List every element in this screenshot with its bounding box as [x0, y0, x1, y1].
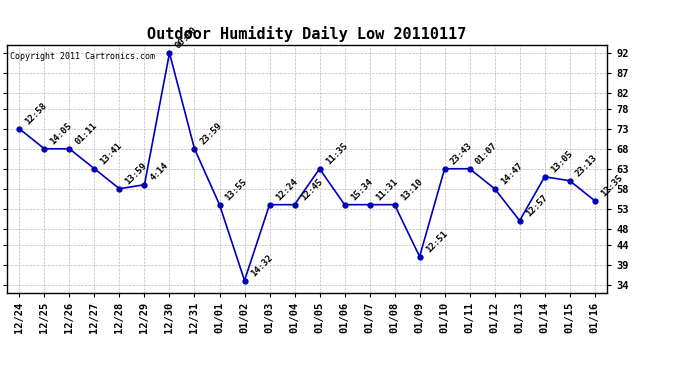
Text: 01:07: 01:07	[474, 141, 499, 166]
Text: 12:51: 12:51	[424, 229, 449, 254]
Text: 00:00: 00:00	[174, 26, 199, 51]
Title: Outdoor Humidity Daily Low 20110117: Outdoor Humidity Daily Low 20110117	[148, 27, 466, 42]
Text: 12:35: 12:35	[599, 173, 624, 198]
Text: 23:13: 23:13	[574, 153, 599, 178]
Text: 15:34: 15:34	[348, 177, 374, 203]
Text: 13:59: 13:59	[124, 161, 149, 186]
Text: 12:45: 12:45	[299, 177, 324, 203]
Text: 13:05: 13:05	[549, 149, 574, 175]
Text: 14:32: 14:32	[248, 253, 274, 278]
Text: 01:11: 01:11	[74, 121, 99, 147]
Text: 13:41: 13:41	[99, 141, 124, 166]
Text: 11:35: 11:35	[324, 141, 349, 166]
Text: 12:57: 12:57	[524, 193, 549, 219]
Text: 11:31: 11:31	[374, 177, 399, 203]
Text: 14:47: 14:47	[499, 161, 524, 186]
Text: 12:58: 12:58	[23, 101, 49, 127]
Text: 14:05: 14:05	[48, 121, 74, 147]
Text: 4:14: 4:14	[148, 161, 170, 183]
Text: 13:55: 13:55	[224, 177, 249, 203]
Text: 23:43: 23:43	[448, 141, 474, 166]
Text: 13:10: 13:10	[399, 177, 424, 203]
Text: 23:59: 23:59	[199, 121, 224, 147]
Text: 12:24: 12:24	[274, 177, 299, 203]
Text: Copyright 2011 Cartronics.com: Copyright 2011 Cartronics.com	[10, 53, 155, 62]
